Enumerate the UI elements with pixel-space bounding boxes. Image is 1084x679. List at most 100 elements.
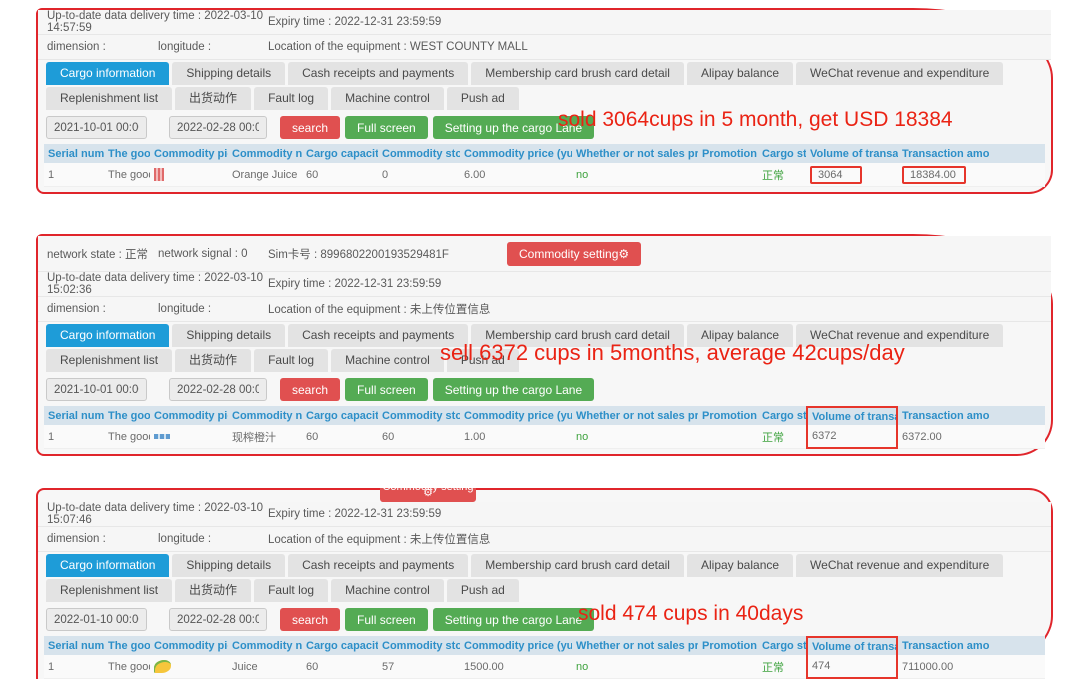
tab-replenishment-list[interactable]: Replenishment list xyxy=(46,87,173,110)
cell-extra xyxy=(990,425,1045,449)
date-from-input[interactable] xyxy=(46,116,147,139)
device-panel-3: Commodity setting⚙ Up-to-date data deliv… xyxy=(36,488,1053,679)
cargo-lane-button[interactable]: Setting up the cargo Lane xyxy=(432,116,595,139)
tabs-row-1: Cargo information Shipping details Cash … xyxy=(46,324,1051,347)
tab-shipment-action[interactable]: 出货动作 xyxy=(175,579,252,602)
commodity-thumbnail xyxy=(154,168,164,181)
tab-push-ad[interactable]: Push ad xyxy=(446,579,519,602)
tab-replenishment-list[interactable]: Replenishment list xyxy=(46,579,173,602)
gear-icon: ⚙ xyxy=(618,247,630,261)
tab-shipment-action[interactable]: 出货动作 xyxy=(175,349,252,372)
col-commodity-name: Commodity name xyxy=(228,636,302,655)
cell-promotion-price xyxy=(698,655,758,679)
cargo-lane-button[interactable]: Setting up the cargo Lane xyxy=(432,378,595,401)
tab-membership-card[interactable]: Membership card brush card detail xyxy=(471,554,684,577)
col-commodity-price: Commodity price (yuan) xyxy=(460,144,572,163)
date-to-input[interactable] xyxy=(169,378,267,401)
cell-stock: 57 xyxy=(378,655,460,679)
col-serial-number: Serial number xyxy=(44,636,104,655)
tab-wechat-revenue[interactable]: WeChat revenue and expenditure xyxy=(796,554,1004,577)
cell-volume-highlighted: 6372 xyxy=(806,425,898,449)
date-from-input[interactable] xyxy=(46,378,147,401)
cell-price: 1500.00 xyxy=(460,655,572,679)
col-cargo-state: Cargo state xyxy=(758,636,806,655)
tab-fault-log[interactable]: Fault log xyxy=(254,87,329,110)
cargo-table: Serial number The goods Commodity pictur… xyxy=(44,406,1045,449)
cell-name: 现榨橙汁 xyxy=(228,425,302,449)
tab-machine-control[interactable]: Machine control xyxy=(331,87,444,110)
delivery-info-row: Up-to-date data delivery time : 2022-03-… xyxy=(38,10,1051,35)
tab-wechat-revenue[interactable]: WeChat revenue and expenditure xyxy=(796,324,1004,347)
commodity-setting-label: Commodity setting xyxy=(380,488,476,493)
cell-volume-highlighted: 474 xyxy=(806,655,898,679)
commodity-setting-label: Commodity setting xyxy=(519,247,619,261)
tab-alipay-balance[interactable]: Alipay balance xyxy=(686,62,794,85)
search-button[interactable]: search xyxy=(280,608,341,631)
gear-icon: ⚙ xyxy=(423,488,433,499)
col-the-goods: The goods xyxy=(104,636,150,655)
full-screen-button[interactable]: Full screen xyxy=(345,116,428,139)
col-cargo-capacity: Cargo capacity (a) xyxy=(302,636,378,655)
network-info-row: network state : 正常 network signal : 0 Si… xyxy=(38,236,1051,272)
commodity-setting-button[interactable]: Commodity setting⚙ xyxy=(507,242,642,266)
tab-cash-receipts[interactable]: Cash receipts and payments xyxy=(288,554,469,577)
cell-name: Orange Juice xyxy=(228,163,302,187)
tab-shipping-details[interactable]: Shipping details xyxy=(172,324,286,347)
tab-fault-log[interactable]: Fault log xyxy=(254,579,329,602)
delivery-time-text: Up-to-date data delivery time : 2022-03-… xyxy=(47,272,264,296)
tab-alipay-balance[interactable]: Alipay balance xyxy=(686,324,794,347)
panel-top-spacer xyxy=(38,490,1051,502)
date-from-input[interactable] xyxy=(46,608,147,631)
cell-serial: 1 xyxy=(44,425,104,449)
col-transaction-amount: Transaction amount xyxy=(898,636,990,655)
tab-shipping-details[interactable]: Shipping details xyxy=(172,554,286,577)
col-volume-of-transactions-highlighted: Volume of transactions xyxy=(806,406,898,425)
tab-membership-card[interactable]: Membership card brush card detail xyxy=(471,324,684,347)
tab-machine-control[interactable]: Machine control xyxy=(331,349,444,372)
tab-replenishment-list[interactable]: Replenishment list xyxy=(46,349,173,372)
col-the-goods: The goods xyxy=(104,406,150,425)
col-commodity-price: Commodity price (yuan) xyxy=(460,636,572,655)
cell-goods: The goods1 xyxy=(104,163,150,187)
col-commodity-stock: Commodity stock (a) xyxy=(378,144,460,163)
tab-shipping-details[interactable]: Shipping details xyxy=(172,62,286,85)
tab-cash-receipts[interactable]: Cash receipts and payments xyxy=(288,324,469,347)
cell-extra xyxy=(990,655,1045,679)
cell-picture xyxy=(150,425,228,449)
col-serial-number: Serial number xyxy=(44,144,104,163)
cell-price: 6.00 xyxy=(460,163,572,187)
tab-wechat-revenue[interactable]: WeChat revenue and expenditure xyxy=(796,62,1004,85)
sim-number-text: Sim卡号 : 8996802200193529481F xyxy=(268,248,449,261)
col-commodity-picture: Commodity picture xyxy=(150,144,228,163)
tab-fault-log[interactable]: Fault log xyxy=(254,349,329,372)
col-transaction-amount: Transaction amount xyxy=(898,144,990,163)
cargo-lane-button[interactable]: Setting up the cargo Lane xyxy=(432,608,595,631)
tab-push-ad[interactable]: Push ad xyxy=(446,349,519,372)
tab-machine-control[interactable]: Machine control xyxy=(331,579,444,602)
tab-push-ad[interactable]: Push ad xyxy=(446,87,519,110)
tab-shipment-action[interactable]: 出货动作 xyxy=(175,87,252,110)
col-serial-number: Serial number xyxy=(44,406,104,425)
col-sales-promotion: Whether or not sales promotion xyxy=(572,144,698,163)
search-button[interactable]: search xyxy=(280,116,341,139)
date-to-input[interactable] xyxy=(169,608,267,631)
location-info-row: dimension : longitude : Location of the … xyxy=(38,527,1051,552)
col-extra xyxy=(990,406,1045,425)
tab-cargo-information[interactable]: Cargo information xyxy=(46,324,170,347)
tab-cargo-information[interactable]: Cargo information xyxy=(46,62,170,85)
tab-alipay-balance[interactable]: Alipay balance xyxy=(686,554,794,577)
date-to-input[interactable] xyxy=(169,116,267,139)
search-button[interactable]: search xyxy=(280,378,341,401)
tab-membership-card[interactable]: Membership card brush card detail xyxy=(471,62,684,85)
full-screen-button[interactable]: Full screen xyxy=(345,378,428,401)
tab-cash-receipts[interactable]: Cash receipts and payments xyxy=(288,62,469,85)
dimension-label: dimension : xyxy=(47,41,106,53)
cell-picture xyxy=(150,655,228,679)
cell-price: 1.00 xyxy=(460,425,572,449)
col-commodity-stock: Commodity stock (a) xyxy=(378,406,460,425)
network-signal-text: network signal : 0 xyxy=(158,247,248,260)
expiry-time-text: Expiry time : 2022-12-31 23:59:59 xyxy=(268,508,442,520)
commodity-setting-button-clipped[interactable]: Commodity setting⚙ xyxy=(380,488,476,502)
tab-cargo-information[interactable]: Cargo information xyxy=(46,554,170,577)
full-screen-button[interactable]: Full screen xyxy=(345,608,428,631)
